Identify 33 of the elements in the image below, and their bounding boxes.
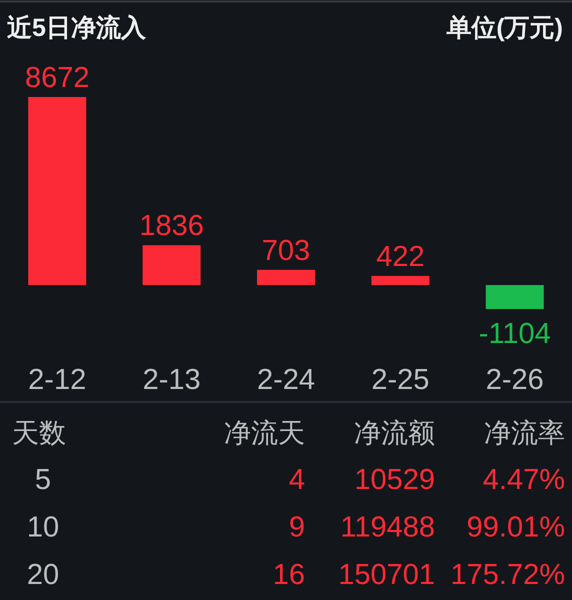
bar	[257, 270, 315, 286]
text: 9	[288, 512, 305, 544]
text: 单位(万元)	[445, 14, 563, 42]
x-tick-label: 2-25	[371, 364, 430, 396]
x-tick-label: 2-13	[142, 364, 201, 396]
data-label: 1836	[139, 210, 204, 242]
bar	[142, 245, 201, 286]
x-tick-label: 2-26	[486, 364, 544, 396]
data-label: 703	[262, 234, 310, 267]
category-label: 净流额	[354, 418, 435, 448]
category-label: 天数	[12, 418, 66, 448]
text: 20	[26, 559, 60, 591]
data-label: 8672	[24, 62, 90, 94]
bar	[371, 276, 430, 286]
text: 5	[34, 464, 52, 496]
data-label: -1104	[478, 318, 551, 350]
category-label: 净流率	[484, 418, 565, 448]
text: 10529	[354, 464, 435, 496]
text: 175.72%	[450, 559, 565, 591]
chart-title: 近5日净流入	[7, 14, 147, 42]
text: 99.01%	[466, 512, 565, 544]
data-label: 422	[376, 240, 425, 273]
text: 119488	[340, 512, 435, 544]
bar	[28, 97, 86, 286]
category-label: 净流天	[224, 418, 305, 448]
x-tick-label: 2-24	[256, 364, 316, 396]
text: 10	[26, 512, 60, 544]
text: 4.47%	[482, 464, 565, 496]
text: 4	[288, 464, 305, 496]
text: 16	[272, 559, 305, 591]
x-tick-label: 2-12	[28, 364, 86, 396]
text: 150701	[338, 559, 435, 591]
bar	[486, 285, 544, 309]
